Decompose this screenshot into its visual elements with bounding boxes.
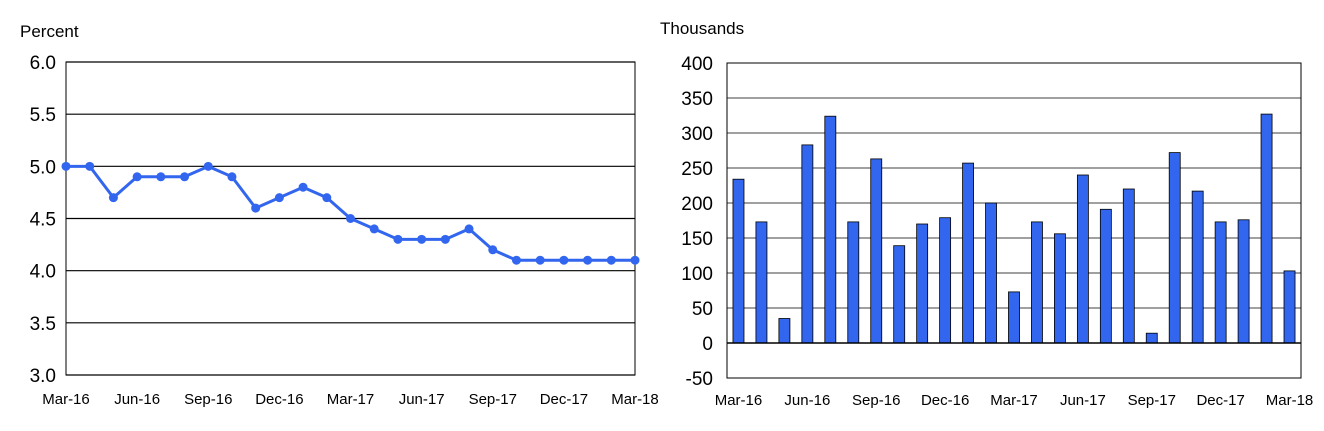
right-y-tick-label: 200 xyxy=(681,194,713,215)
left-data-points xyxy=(61,161,640,265)
left-y-tick-label: 5.0 xyxy=(30,157,56,178)
right-x-tick-label: Mar-16 xyxy=(715,392,763,409)
right-y-tick-label: 400 xyxy=(681,54,713,75)
bar xyxy=(1191,190,1204,344)
bar xyxy=(801,144,814,344)
left-data-point xyxy=(535,255,545,265)
left-y-tick-label: 4.0 xyxy=(30,262,56,283)
right-x-tick-label: Jun-16 xyxy=(784,392,830,409)
left-data-point xyxy=(369,224,379,234)
right-x-tick-label: Jun-17 xyxy=(1060,392,1106,409)
left-y-tick-labels: 3.0 3.5 4.0 4.5 5.0 5.5 6.0 xyxy=(30,53,56,387)
bar xyxy=(732,178,745,344)
bar xyxy=(847,221,860,344)
bar xyxy=(1145,332,1158,344)
right-bar-chart: Thousands -50 0 50 100 150 200 250 300 350 400 Ma… xyxy=(660,19,1313,409)
left-x-tick-label: Sep-17 xyxy=(469,391,517,408)
left-data-point xyxy=(132,172,142,182)
bar xyxy=(1283,270,1296,344)
left-data-point xyxy=(346,214,355,223)
unemployment-line xyxy=(66,164,635,262)
left-data-point xyxy=(298,182,308,192)
bar xyxy=(893,245,906,344)
left-x-tick-label: Dec-16 xyxy=(255,391,303,408)
left-line-chart: Percent 3.0 3.5 4.0 4.5 5.0 5.5 6.0 Mar-16 Jun-… xyxy=(20,22,659,408)
right-y-tick-labels: -50 0 50 100 150 200 250 300 350 400 xyxy=(681,54,713,390)
left-data-point xyxy=(583,255,593,265)
left-data-point xyxy=(274,193,284,203)
left-data-point xyxy=(488,245,498,255)
right-y-tick-label: 300 xyxy=(681,124,713,145)
left-data-point xyxy=(203,161,213,171)
left-data-point xyxy=(322,193,332,203)
bar xyxy=(1260,113,1273,344)
left-x-tick-label: Mar-18 xyxy=(611,391,659,408)
left-data-point xyxy=(85,161,95,171)
left-y-tick-label: 3.5 xyxy=(30,314,56,335)
right-x-tick-label: Sep-16 xyxy=(852,392,900,409)
bar xyxy=(870,158,883,344)
right-y-axis-unit: Thousands xyxy=(660,19,744,38)
left-data-point xyxy=(180,172,190,182)
left-y-tick-label: 4.5 xyxy=(30,210,56,231)
bar xyxy=(755,221,768,344)
left-data-point xyxy=(417,234,427,244)
left-x-tick-label: Dec-17 xyxy=(540,391,588,408)
right-y-tick-label: 0 xyxy=(702,334,713,355)
bar xyxy=(962,162,974,344)
left-x-tick-label: Jun-16 xyxy=(114,391,160,408)
right-x-tick-label: Sep-17 xyxy=(1128,392,1176,409)
bar xyxy=(1054,233,1066,344)
right-x-tick-labels: Mar-16 Jun-16 Sep-16 Dec-16 Mar-17 Jun-17 Sep-… xyxy=(715,392,1314,409)
left-data-point xyxy=(630,255,640,265)
right-y-tick-label: 100 xyxy=(681,264,713,285)
left-data-point xyxy=(440,234,450,244)
bar xyxy=(1214,221,1227,344)
right-y-tick-label: 350 xyxy=(681,89,713,110)
left-x-tick-label: Jun-17 xyxy=(399,391,445,408)
right-plot-frame xyxy=(726,62,1302,379)
bar xyxy=(1237,219,1250,344)
left-y-tick-label: 3.0 xyxy=(30,366,56,387)
bar xyxy=(985,202,997,344)
left-x-tick-label: Sep-16 xyxy=(184,391,232,408)
left-data-point xyxy=(227,172,237,182)
left-data-point xyxy=(393,234,403,244)
bar xyxy=(1122,188,1135,344)
bar xyxy=(1076,174,1089,344)
right-y-tick-label: 150 xyxy=(681,229,713,250)
left-data-point xyxy=(464,224,474,234)
bar xyxy=(1099,208,1112,344)
right-bars xyxy=(732,113,1296,344)
bar xyxy=(939,217,952,344)
left-data-point xyxy=(156,172,166,182)
left-data-point xyxy=(61,161,71,171)
left-data-point xyxy=(251,203,261,213)
bar xyxy=(824,115,837,344)
left-y-tick-label: 5.5 xyxy=(30,105,56,126)
left-data-point xyxy=(606,255,616,265)
right-x-tick-label: Dec-16 xyxy=(921,392,969,409)
right-y-tick-label: 50 xyxy=(692,299,713,320)
right-x-tick-label: Mar-18 xyxy=(1266,392,1314,409)
right-x-tick-label: Dec-17 xyxy=(1196,392,1244,409)
left-y-axis-unit: Percent xyxy=(20,22,79,41)
right-y-tick-label: -50 xyxy=(686,369,713,390)
left-data-point xyxy=(511,255,521,265)
left-data-point xyxy=(108,193,118,203)
bar xyxy=(1031,221,1043,344)
left-x-tick-labels: Mar-16 Jun-16 Sep-16 Dec-16 Mar-17 Jun-17 Sep-… xyxy=(42,391,659,408)
left-data-point xyxy=(559,255,569,265)
right-y-tick-label: 250 xyxy=(681,159,713,180)
bar xyxy=(1168,152,1181,344)
bar xyxy=(778,318,791,344)
bar xyxy=(916,223,929,344)
left-x-tick-label: Mar-16 xyxy=(42,391,90,408)
left-y-tick-label: 6.0 xyxy=(30,53,56,74)
right-x-tick-label: Mar-17 xyxy=(990,392,1038,409)
left-x-tick-label: Mar-17 xyxy=(327,391,375,408)
left-plot-frame xyxy=(65,61,636,376)
bar xyxy=(1008,291,1020,344)
